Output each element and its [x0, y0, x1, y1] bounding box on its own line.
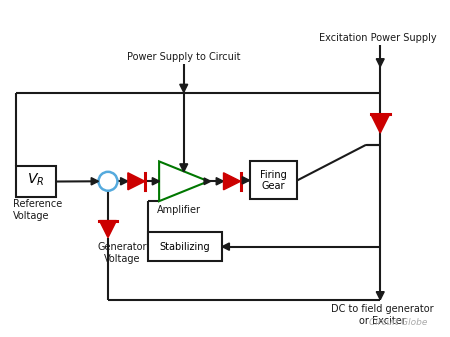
Text: $V_R$: $V_R$	[27, 172, 45, 188]
Polygon shape	[222, 243, 230, 250]
Polygon shape	[91, 178, 99, 185]
Text: Generator
Voltage: Generator Voltage	[98, 242, 147, 264]
Polygon shape	[128, 173, 145, 190]
Polygon shape	[371, 114, 390, 133]
Polygon shape	[204, 178, 211, 185]
Polygon shape	[376, 59, 384, 67]
Polygon shape	[99, 221, 117, 238]
Polygon shape	[216, 178, 224, 185]
Polygon shape	[121, 178, 128, 185]
Circle shape	[99, 172, 117, 191]
Text: Firing
Gear: Firing Gear	[260, 170, 287, 191]
Polygon shape	[376, 292, 384, 300]
Bar	[16, 166, 56, 197]
Text: Amplifier: Amplifier	[157, 205, 201, 215]
Polygon shape	[242, 177, 250, 184]
Polygon shape	[224, 173, 241, 190]
Text: Reference
Voltage: Reference Voltage	[14, 199, 63, 221]
Bar	[250, 161, 297, 199]
Text: Circuit Globe: Circuit Globe	[369, 318, 428, 327]
Text: Excitation Power Supply: Excitation Power Supply	[319, 33, 436, 43]
Text: Stabilizing: Stabilizing	[160, 242, 210, 252]
Polygon shape	[180, 164, 188, 172]
Polygon shape	[159, 161, 208, 201]
Bar	[148, 233, 221, 261]
Polygon shape	[180, 84, 188, 92]
Text: DC to field generator
or Exciter: DC to field generator or Exciter	[331, 304, 434, 326]
Polygon shape	[152, 178, 160, 185]
Text: Power Supply to Circuit: Power Supply to Circuit	[127, 52, 240, 62]
